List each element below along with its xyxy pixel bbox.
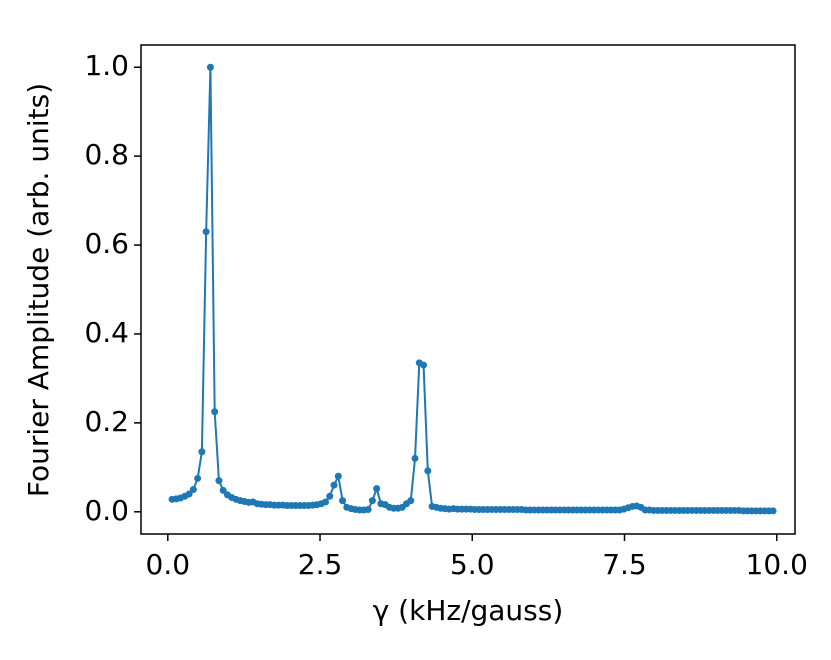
data-point	[198, 448, 206, 456]
x-tick-label: 0.0	[146, 548, 191, 581]
y-tick-label: 1.0	[84, 49, 129, 82]
data-point	[424, 467, 432, 475]
data-point	[206, 63, 214, 71]
data-point	[420, 361, 428, 369]
y-tick-label: 0.0	[84, 494, 129, 527]
data-point	[411, 454, 419, 462]
x-axis-label: γ (kHz/gauss)	[373, 594, 564, 627]
y-tick-label: 0.6	[84, 227, 129, 260]
y-tick-label: 0.8	[84, 138, 129, 171]
data-point	[215, 477, 223, 485]
y-tick-label: 0.4	[84, 316, 129, 349]
data-point	[211, 408, 219, 416]
data-point	[189, 486, 197, 494]
data-point	[194, 474, 202, 482]
data-point	[202, 228, 210, 236]
x-tick-label: 7.5	[602, 548, 647, 581]
data-point	[368, 497, 376, 505]
data-point	[373, 485, 381, 493]
y-tick-label: 0.2	[84, 405, 129, 438]
plot-frame	[140, 44, 796, 535]
data-point	[334, 472, 342, 480]
x-tick-label: 5.0	[450, 548, 495, 581]
data-point	[330, 481, 338, 489]
y-axis-label: Fourier Amplitude (arb. units)	[22, 83, 55, 497]
data-point	[364, 506, 372, 514]
data-line	[171, 67, 774, 512]
data-point	[219, 486, 227, 494]
data-point	[322, 498, 330, 506]
data-point	[769, 507, 777, 515]
data-point	[185, 490, 193, 498]
data-point	[326, 492, 334, 500]
x-tick-label: 10.0	[746, 548, 808, 581]
x-tick-label: 2.5	[298, 548, 343, 581]
data-point	[407, 497, 415, 505]
data-point	[339, 497, 347, 505]
